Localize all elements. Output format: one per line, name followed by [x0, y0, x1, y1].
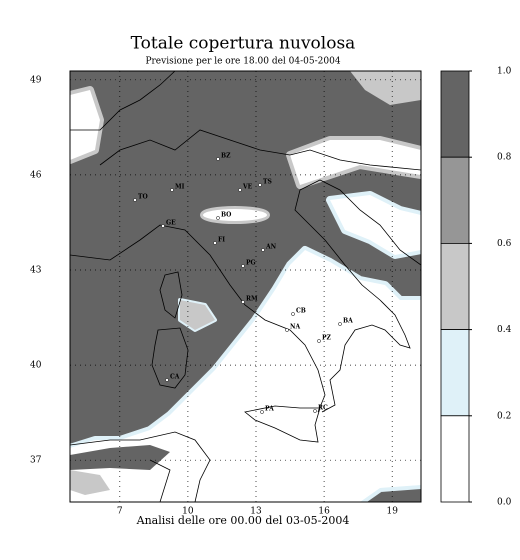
city-dot [317, 339, 321, 343]
city-label: MI [175, 184, 185, 191]
city-dot [170, 188, 174, 192]
lon-label: 10 [182, 507, 194, 517]
city-dot [291, 312, 295, 316]
cloud-field: BZ TS VE TO MI BO GE FI AN PG RM CB BA NA PZ CA PA RC [70, 71, 421, 502]
city-label: TO [138, 194, 148, 201]
partial-area [350, 71, 421, 105]
city-label: VE [242, 184, 253, 191]
subtitle: Previsione per le ore 18.00 del 04-05-20… [145, 57, 340, 67]
city-label: RM [246, 296, 258, 303]
lat-label: 37 [30, 456, 42, 466]
city-dot [241, 264, 245, 268]
border [70, 71, 176, 131]
city-label: PG [246, 260, 256, 267]
city-label: BZ [221, 153, 231, 160]
city-label: TS [263, 179, 272, 186]
coast [299, 179, 421, 266]
city-label: PZ [322, 335, 332, 342]
lat-label: 46 [30, 170, 42, 180]
city-label: FI [218, 237, 225, 244]
colorbar: 1.0 0.8 0.6 0.4 0.2 0.0 [440, 67, 512, 508]
lon-label: 19 [386, 507, 398, 517]
colorbar-label: 0.8 [497, 153, 512, 163]
island [244, 405, 321, 443]
clear-area [200, 206, 270, 224]
map-frame [69, 70, 422, 503]
city-dot [338, 322, 342, 326]
coast [70, 224, 326, 413]
lat-label: 40 [30, 361, 42, 371]
cities: BZ TS VE TO MI BO GE FI AN PG RM CB BA NA PZ CA PA RC [133, 153, 353, 414]
city-label: PA [265, 406, 274, 413]
coast [149, 459, 171, 502]
border [99, 129, 421, 171]
graticule [70, 71, 421, 502]
partial-area [178, 298, 217, 332]
city-dot [261, 248, 265, 252]
city-dot [165, 378, 169, 382]
lon-label: 7 [117, 507, 123, 517]
city-dot [133, 198, 137, 202]
lon-label: 13 [250, 507, 262, 517]
city-dot [238, 188, 242, 192]
colorbar-label: 1.0 [497, 67, 512, 77]
lat-label: 43 [30, 266, 42, 276]
city-dot [241, 300, 245, 304]
axis-labels: 49 46 43 40 37 7 10 13 16 19 [30, 75, 398, 516]
lon-label: 16 [318, 507, 330, 517]
city-label: BA [343, 318, 353, 325]
coastlines [70, 71, 421, 502]
colorbar-label: 0.4 [497, 325, 512, 335]
colorbar-bin [440, 415, 470, 503]
city-dot [213, 241, 217, 245]
coast [294, 189, 411, 413]
city-dot [260, 410, 264, 414]
island [151, 327, 189, 389]
city-label: GE [166, 220, 176, 227]
city-dot [313, 409, 317, 413]
city-dot [258, 183, 262, 187]
city-dot [216, 216, 220, 220]
clear-area [70, 86, 104, 164]
city-label: CB [296, 308, 306, 315]
footer: Analisi delle ore 00.00 del 03-05-2004 [136, 514, 350, 527]
colorbar-label: 0.2 [497, 411, 511, 421]
colorbar-bin [440, 70, 470, 158]
colorbar-bin [440, 329, 470, 417]
coast [70, 431, 211, 502]
city-dot [285, 328, 289, 332]
city-dot [216, 157, 220, 161]
cloud-band [70, 445, 170, 470]
colorbar-label: 0.6 [497, 239, 512, 249]
city-label: BO [221, 212, 231, 219]
title: Totale copertura nuvolosa [131, 34, 356, 54]
city-label: RC [318, 405, 328, 412]
city-label: NA [290, 324, 300, 331]
island [159, 271, 183, 319]
lat-label: 49 [30, 75, 42, 85]
clear-area [326, 191, 421, 259]
city-label: CA [170, 374, 180, 381]
colorbar-bin [440, 242, 470, 330]
partial-area [70, 470, 110, 495]
colorbar-bin [440, 156, 470, 244]
colorbar-label: 0.0 [497, 498, 512, 508]
city-label: AN [265, 244, 277, 251]
clear-area [70, 246, 421, 502]
city-dot [161, 224, 165, 228]
